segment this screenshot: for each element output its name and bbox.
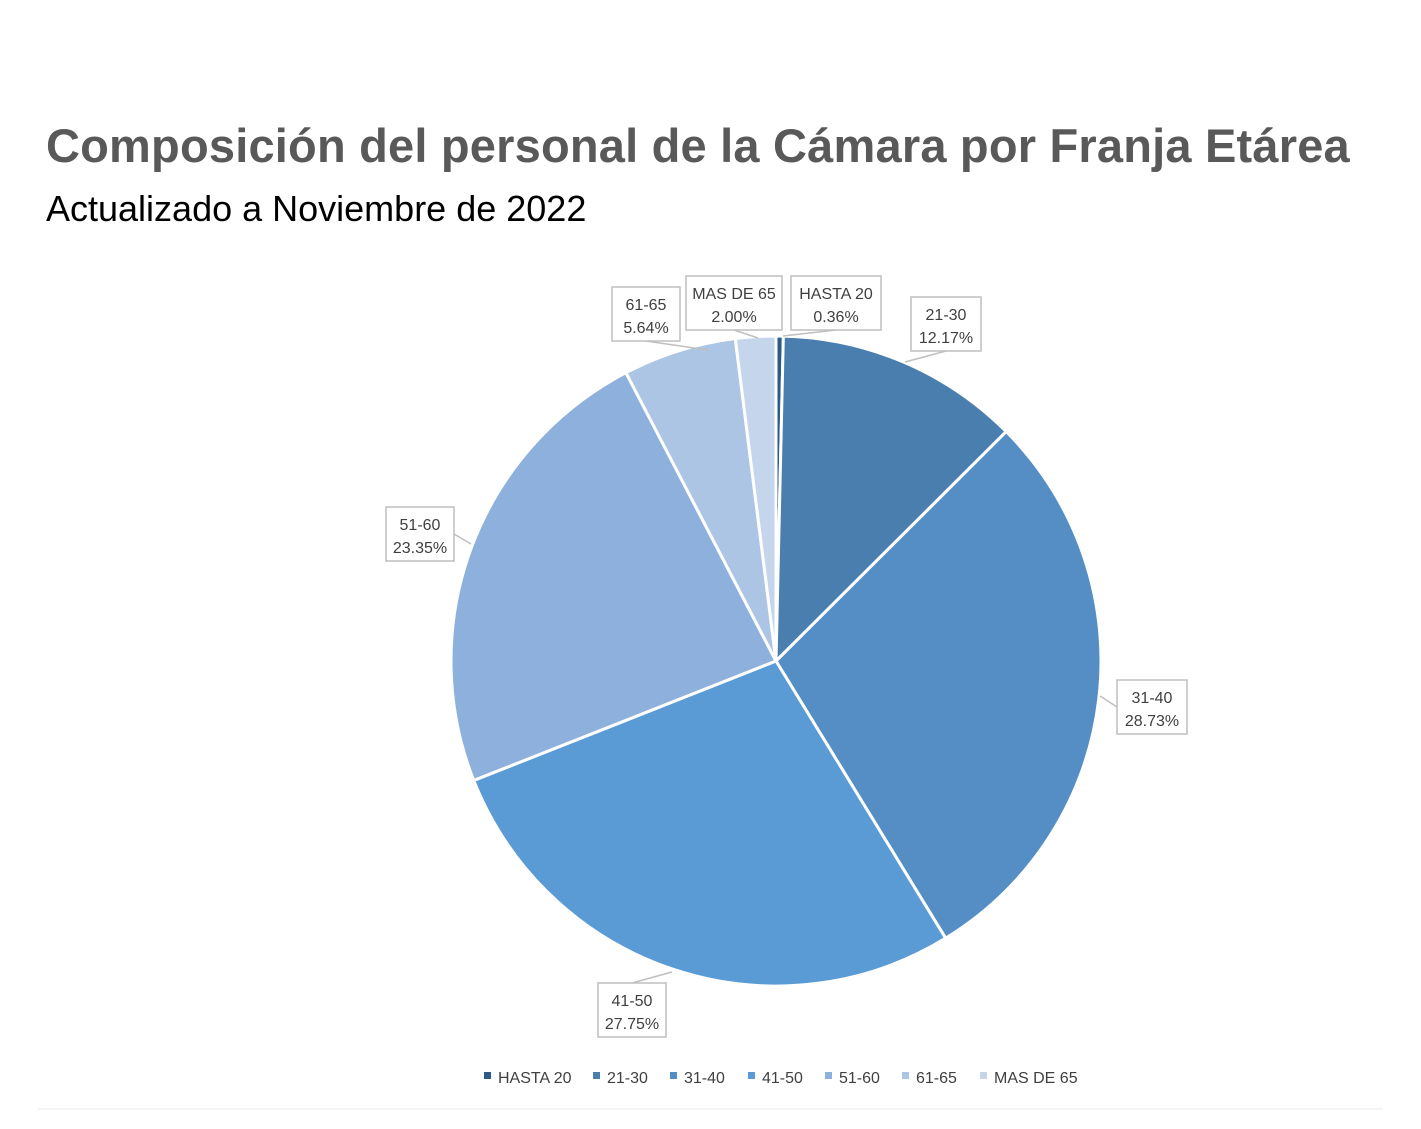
- data-label-category: 41-50: [612, 993, 653, 1010]
- legend-swatch: [670, 1072, 677, 1079]
- data-label-value: 0.36%: [813, 309, 858, 326]
- legend-item-31-40: 31-40: [670, 1070, 725, 1087]
- legend-swatch: [484, 1072, 491, 1079]
- data-label-value: 23.35%: [393, 540, 447, 557]
- chart-title: Composición del personal de la Cámara po…: [46, 119, 1350, 172]
- legend-item-21-30: 21-30: [593, 1070, 648, 1087]
- data-label-category: 51-60: [400, 517, 441, 534]
- leader-line: [733, 329, 759, 339]
- data-label-mas-de-65: MAS DE 65 2.00%: [685, 275, 783, 339]
- data-label-box: [790, 275, 882, 331]
- leader-line: [1099, 695, 1118, 708]
- pie-slice-31-40: [774, 430, 1103, 940]
- legend-label: MAS DE 65: [994, 1070, 1078, 1087]
- legend-label: 51-60: [839, 1070, 880, 1087]
- data-label-box: [385, 506, 455, 562]
- legend-swatch: [593, 1072, 600, 1079]
- data-label-category: MAS DE 65: [692, 286, 776, 303]
- data-labels: HASTA 20 0.36% 21-30 12.17% 31-40 28.73% 41-50…: [385, 275, 1188, 1038]
- data-label-value: 28.73%: [1125, 713, 1179, 730]
- data-label-category: 21-30: [926, 307, 967, 324]
- data-label-box: [1116, 679, 1188, 735]
- legend: HASTA 20 21-30 31-40 41-50 51-60 61-65 MAS DE …: [484, 1070, 1078, 1087]
- data-label-value: 5.64%: [623, 320, 668, 337]
- data-label-41-50: 41-50 27.75%: [597, 971, 673, 1038]
- legend-label: 61-65: [916, 1070, 957, 1087]
- data-label-category: 31-40: [1132, 690, 1173, 707]
- legend-item-mas-de-65: MAS DE 65: [980, 1070, 1078, 1087]
- leader-line: [782, 329, 837, 337]
- legend-label: HASTA 20: [498, 1070, 572, 1087]
- data-label-value: 12.17%: [919, 330, 973, 347]
- legend-item-hasta-20: HASTA 20: [484, 1070, 572, 1087]
- legend-label: 41-50: [762, 1070, 803, 1087]
- data-label-31-40: 31-40 28.73%: [1099, 679, 1188, 735]
- data-label-box: [611, 286, 681, 342]
- pie-slice-41-50: [472, 659, 948, 988]
- legend-item-61-65: 61-65: [902, 1070, 957, 1087]
- legend-swatch: [980, 1072, 987, 1079]
- data-label-category: 61-65: [626, 297, 667, 314]
- data-label-51-60: 51-60 23.35%: [385, 506, 472, 562]
- data-label-value: 2.00%: [711, 309, 756, 326]
- leader-line: [645, 340, 709, 351]
- chart-subtitle: Actualizado a Noviembre de 2022: [46, 188, 587, 229]
- data-label-21-30: 21-30 12.17%: [904, 296, 982, 363]
- legend-item-51-60: 51-60: [825, 1070, 880, 1087]
- footer-divider: [38, 1108, 1383, 1110]
- leader-line: [631, 971, 673, 984]
- data-label-box: [597, 982, 667, 1038]
- data-label-category: HASTA 20: [799, 286, 873, 303]
- pie-slice-51-60: [449, 371, 778, 782]
- legend-swatch: [748, 1072, 755, 1079]
- legend-label: 31-40: [684, 1070, 725, 1087]
- data-label-value: 27.75%: [605, 1016, 659, 1033]
- data-label-box: [910, 296, 982, 352]
- legend-label: 21-30: [607, 1070, 648, 1087]
- legend-swatch: [825, 1072, 832, 1079]
- leader-line: [453, 533, 472, 545]
- data-label-box: [685, 275, 783, 331]
- leader-line: [904, 350, 947, 363]
- data-label-hasta-20: HASTA 20 0.36%: [782, 275, 882, 337]
- legend-swatch: [902, 1072, 909, 1079]
- legend-item-41-50: 41-50: [748, 1070, 803, 1087]
- pie-slices: [449, 334, 1103, 988]
- pie-slice-21-30: [774, 334, 1008, 663]
- data-label-61-65: 61-65 5.64%: [611, 286, 709, 351]
